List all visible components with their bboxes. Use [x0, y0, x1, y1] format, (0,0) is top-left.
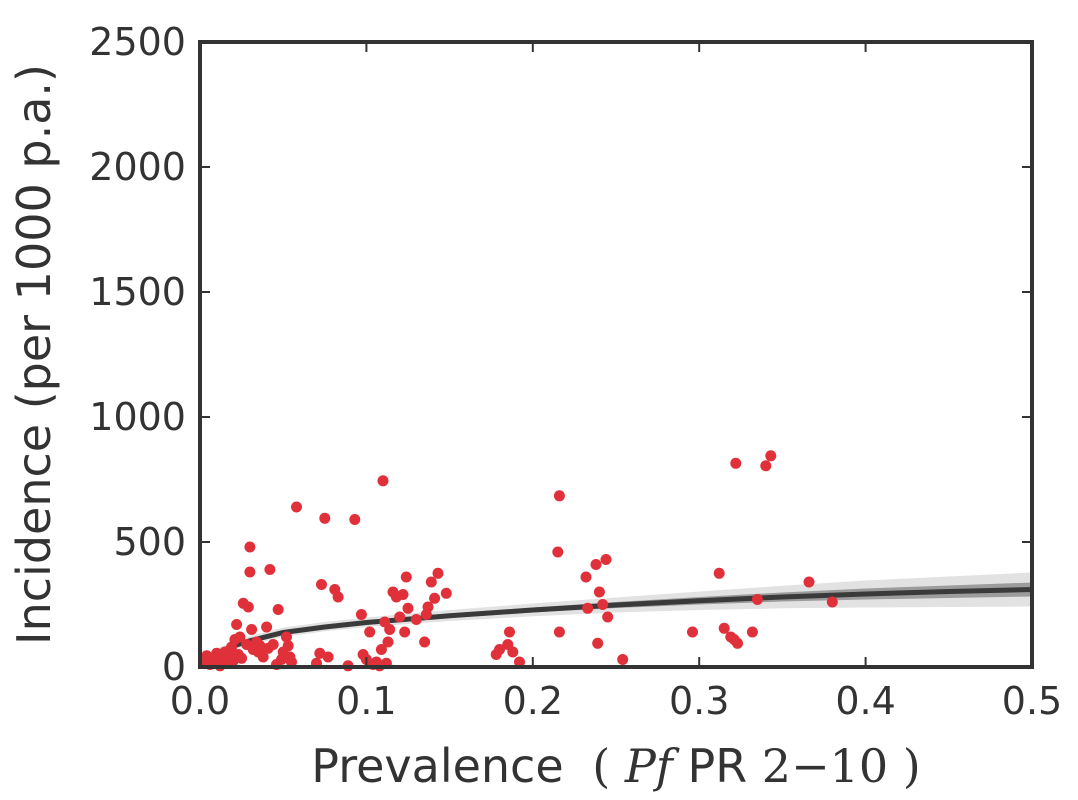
data-point: [394, 611, 406, 623]
data-point: [272, 604, 284, 615]
y-tick-label: 1000: [89, 395, 186, 439]
data-point: [402, 602, 414, 614]
x-axis-title-range: 2−10: [762, 739, 888, 793]
axis-tick-labels: 0.0 0.1 0.2 0.3 0.4 0.5 0 500 1000 1500 2000 2500: [89, 20, 1062, 723]
data-point: [746, 626, 758, 638]
data-point: [593, 586, 605, 598]
data-point: [244, 541, 256, 553]
data-point: [718, 622, 730, 634]
data-point: [732, 637, 743, 649]
data-point: [264, 564, 276, 575]
data-point: [399, 626, 411, 638]
data-point: [600, 554, 612, 565]
data-point: [236, 652, 248, 664]
data-point: [440, 587, 452, 599]
data-point: [687, 626, 698, 638]
x-tick-label: 0.1: [336, 679, 396, 723]
data-point: [580, 571, 592, 583]
data-point: [291, 501, 302, 513]
data-point: [514, 656, 525, 668]
data-point: [332, 591, 344, 603]
data-point: [422, 601, 434, 613]
data-point: [400, 571, 412, 583]
data-point: [316, 579, 327, 590]
data-point: [322, 651, 334, 663]
data-point: [349, 514, 361, 525]
data-point: [257, 651, 269, 663]
y-tick-label: 0: [162, 645, 186, 689]
data-point: [494, 644, 505, 655]
y-axis-title: Incidence (per 1000 p.a.): [7, 64, 61, 645]
x-tick-label: 0.5: [1002, 679, 1062, 723]
plot-frame: [198, 40, 1034, 669]
data-point: [384, 624, 396, 635]
data-points: [199, 450, 838, 672]
x-axis-title-pr: PR: [687, 739, 747, 793]
axis-ticks: [199, 41, 1033, 668]
x-tick-label: 0.4: [835, 679, 895, 723]
data-point: [504, 626, 515, 638]
data-point: [751, 594, 763, 605]
x-axis-title-main: Prevalence: [311, 739, 563, 793]
x-axis-title-paren-open: (: [592, 739, 610, 793]
x-tick-label: 0.0: [170, 679, 230, 723]
data-point: [765, 450, 777, 462]
y-tick-label: 2000: [89, 145, 186, 189]
data-point: [261, 621, 273, 633]
data-point: [282, 640, 294, 652]
data-point: [267, 639, 279, 650]
data-point: [242, 601, 254, 613]
data-point: [375, 644, 387, 655]
data-point: [231, 619, 243, 630]
y-tick-label: 500: [113, 520, 186, 564]
x-tick-label: 0.2: [503, 679, 563, 723]
data-point: [730, 457, 742, 469]
y-tick-label: 2500: [89, 20, 186, 64]
data-point: [432, 567, 444, 579]
data-point: [553, 626, 565, 638]
data-point: [553, 490, 565, 502]
data-point: [760, 460, 772, 472]
x-tick-label: 0.3: [669, 679, 729, 723]
data-point: [234, 631, 246, 643]
x-axis-title-pf: Pf: [624, 739, 680, 793]
y-tick-label: 1500: [89, 270, 186, 314]
data-point: [582, 602, 594, 614]
data-point: [314, 647, 326, 659]
data-point: [425, 576, 437, 588]
data-point: [364, 626, 376, 638]
data-point: [355, 609, 367, 620]
data-point: [617, 654, 629, 665]
data-point: [592, 637, 604, 649]
data-point: [254, 640, 266, 652]
data-point: [429, 592, 441, 604]
data-point: [552, 546, 564, 558]
data-point: [397, 589, 409, 600]
x-axis-title-paren-close: ): [903, 739, 921, 793]
data-point: [382, 636, 394, 648]
data-point: [286, 656, 297, 668]
data-point: [590, 559, 602, 570]
data-point: [246, 624, 258, 635]
data-point: [803, 576, 815, 588]
data-point: [244, 566, 256, 578]
data-point: [507, 646, 519, 658]
data-point: [419, 636, 431, 648]
data-point: [410, 614, 422, 625]
data-point: [281, 631, 292, 643]
data-point: [597, 599, 609, 610]
data-point: [713, 567, 725, 579]
data-point: [602, 611, 614, 623]
data-point: [319, 512, 331, 524]
data-point: [377, 475, 389, 487]
x-axis-title: Prevalence ( Pf PR 2−10 ): [311, 739, 920, 793]
data-point: [826, 596, 838, 608]
